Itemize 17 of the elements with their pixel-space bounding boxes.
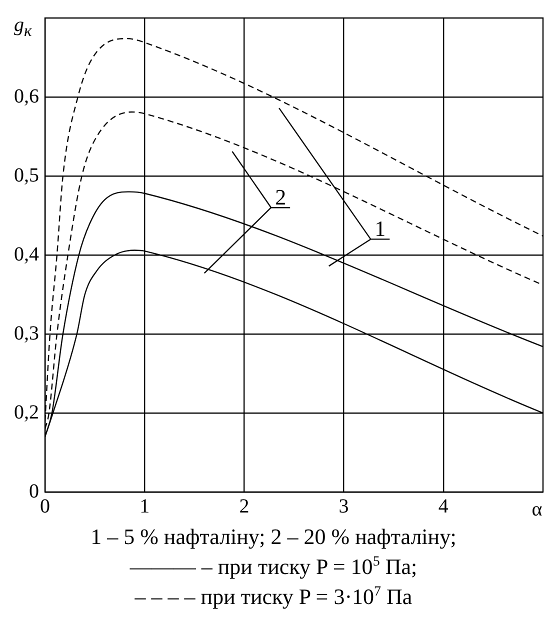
x-tick-label: 3 <box>338 495 349 518</box>
x-tick-label: 1 <box>140 495 150 518</box>
annotation: 1 <box>374 216 386 241</box>
y-tick-label: 0 <box>29 480 39 502</box>
x-tick-label: 2 <box>239 495 250 518</box>
y-tick-label: 0,5 <box>14 164 39 186</box>
y-tick-label: 0,3 <box>14 322 39 344</box>
text: – – – – при тиску P = 3·10$^{7}$ Па <box>134 584 412 609</box>
y-tick-label: 0,6 <box>14 85 39 108</box>
y-axis-title: g$_{к}$ <box>14 14 32 41</box>
y-tick-label: 0,2 <box>14 401 39 424</box>
text: ——— – при тиску P = 10$^{5}$ Па; <box>130 554 418 579</box>
annotation: 2 <box>275 184 286 210</box>
text: 1 – 5 % нафталіну; 2 – 20 % нафталіну; <box>90 524 456 549</box>
x-axis-title: α <box>532 498 543 520</box>
x-tick-label: 4 <box>438 495 448 518</box>
y-tick-label: 0,4 <box>14 243 39 266</box>
